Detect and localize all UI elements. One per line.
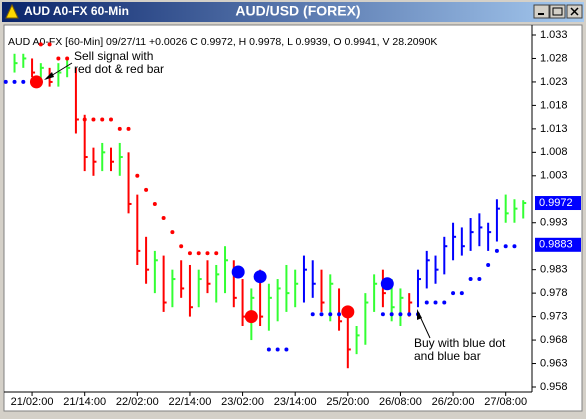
stop-dot — [337, 312, 342, 317]
buy-annotation: Buy with blue dot — [414, 336, 506, 350]
y-tick-label: 1.033 — [540, 29, 568, 41]
stop-dot — [144, 187, 149, 192]
minimize-button[interactable] — [533, 4, 550, 19]
chart-header: AUD A0-FX [60-Min] 09/27/11 +0.0026 C 0.… — [8, 36, 437, 48]
stop-dot — [152, 201, 157, 206]
x-tick-label: 23/02:00 — [221, 396, 264, 408]
x-tick-label: 27/08:00 — [484, 396, 527, 408]
stop-dot — [126, 126, 131, 131]
buy-arrowhead — [417, 309, 422, 320]
x-tick-label: 21/14:00 — [63, 396, 106, 408]
stop-dot — [512, 244, 517, 249]
stop-dot — [451, 291, 456, 296]
y-tick-label: 1.008 — [540, 146, 568, 158]
stop-dot — [214, 251, 219, 256]
price-label-box — [535, 237, 581, 252]
y-tick-label: 1.028 — [540, 52, 568, 64]
buy-annotation: and blue bar — [414, 349, 481, 363]
stop-dot — [117, 126, 122, 131]
stop-dot — [398, 312, 403, 317]
stop-dot — [266, 347, 271, 352]
signal-dot — [29, 75, 43, 89]
stop-dot — [179, 244, 184, 249]
x-tick-label: 22/14:00 — [169, 396, 212, 408]
price-label-box — [535, 196, 581, 211]
sell-arrowhead — [44, 72, 54, 80]
y-tick-label: 1.013 — [540, 123, 568, 135]
price-label: 0.9972 — [539, 197, 573, 209]
x-tick-label: 25/20:00 — [326, 396, 369, 408]
signal-dot — [253, 270, 267, 284]
stop-dot — [196, 251, 201, 256]
stop-dot — [503, 244, 508, 249]
stop-dot — [135, 173, 140, 178]
stop-dot — [459, 291, 464, 296]
y-tick-label: 0.973 — [540, 311, 568, 323]
stop-dot — [65, 56, 70, 61]
app-icon — [5, 3, 19, 19]
stop-dot — [407, 312, 412, 317]
stop-dot — [91, 117, 96, 122]
y-tick-label: 0.963 — [540, 357, 568, 369]
y-tick-label: 1.003 — [540, 170, 568, 182]
stop-dot — [380, 312, 385, 317]
stop-dot — [109, 117, 114, 122]
stop-dot — [477, 277, 482, 282]
stop-dot — [187, 251, 192, 256]
plot: 0.958 0.963 0.968 0.973 0.978 0.983 0.993 1.003… — [3, 29, 581, 408]
window-buttons[interactable] — [533, 4, 583, 19]
stop-dot — [494, 248, 499, 253]
stop-dot — [47, 42, 52, 47]
stop-dot — [319, 312, 324, 317]
maximize-button[interactable] — [549, 4, 566, 19]
stop-dot — [433, 300, 438, 305]
y-tick-label: 1.023 — [540, 76, 568, 88]
y-tick-label: 0.978 — [540, 287, 568, 299]
x-tick-label: 26/08:00 — [379, 396, 422, 408]
stop-dot — [310, 312, 315, 317]
y-tick-label: 0.968 — [540, 334, 568, 346]
sell-annotation: red dot & red bar — [74, 62, 164, 76]
title-bar — [2, 2, 584, 22]
stop-dot — [100, 117, 105, 122]
stop-dot — [12, 79, 17, 84]
stop-dot — [170, 230, 175, 235]
stop-dot — [205, 251, 210, 256]
stop-dot — [82, 117, 87, 122]
stop-dot — [468, 277, 473, 282]
window-title: AUD A0-FX 60-Min — [24, 4, 129, 18]
stop-dot — [442, 300, 447, 305]
price-label: 0.9883 — [539, 239, 573, 251]
signal-dot — [341, 305, 355, 319]
stop-dot — [275, 347, 280, 352]
close-icon — [570, 7, 579, 16]
chart-area — [3, 24, 583, 412]
x-tick-label: 22/02:00 — [116, 396, 159, 408]
sell-annotation: Sell signal with — [74, 49, 153, 63]
stop-dot — [3, 79, 8, 84]
center-title: AUD/USD (FOREX) — [235, 3, 360, 19]
signal-dot — [244, 310, 258, 324]
y-tick-label: 0.993 — [540, 217, 568, 229]
stop-dot — [56, 56, 61, 61]
stop-dot — [486, 262, 491, 267]
y-tick-label: 0.958 — [540, 381, 568, 393]
stop-dot — [161, 216, 166, 221]
maximize-icon — [552, 7, 563, 16]
x-tick-label: 23/14:00 — [274, 396, 317, 408]
stop-dot — [328, 312, 333, 317]
y-tick-label: 1.018 — [540, 99, 568, 111]
stop-dot — [284, 347, 289, 352]
signal-dot — [380, 277, 394, 291]
x-tick-label: 26/20:00 — [432, 396, 475, 408]
signal-dot — [231, 265, 245, 279]
y-tick-label: 0.983 — [540, 264, 568, 276]
stop-dot — [38, 42, 43, 47]
stop-dot — [389, 312, 394, 317]
x-tick-label: 21/02:00 — [11, 396, 54, 408]
stop-dot — [21, 79, 26, 84]
stop-dot — [424, 300, 429, 305]
